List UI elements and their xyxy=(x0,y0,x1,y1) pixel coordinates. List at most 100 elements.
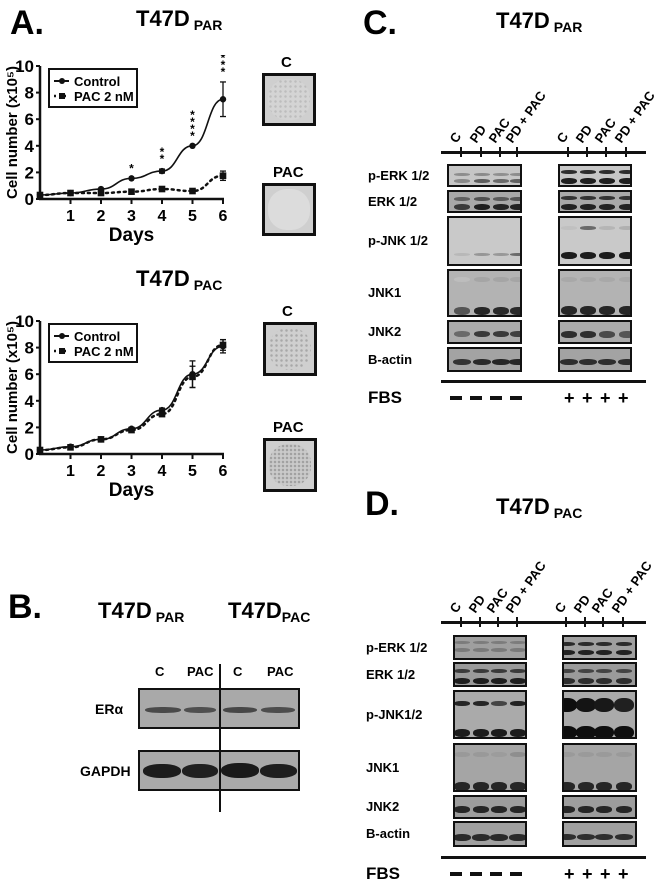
lane-label-panelC-2: PD xyxy=(466,122,490,146)
blot-panelC-row5-serum-free xyxy=(447,320,522,344)
svg-text:Cell number (x10⁵): Cell number (x10⁵) xyxy=(4,321,21,454)
fbs-divider-line xyxy=(441,380,646,383)
row-label-er-alpha: ERα xyxy=(95,701,124,717)
lane-label-panelD-4: PD + PAC xyxy=(502,558,549,616)
lane-label-panelD-7: PAC xyxy=(588,585,617,616)
row-label-jnk1: JNK1 xyxy=(366,759,400,775)
colony-image-pac xyxy=(262,183,316,236)
fbs-label: FBS xyxy=(368,388,402,407)
svg-text:Cell number (x10⁵): Cell number (x10⁵) xyxy=(4,66,21,199)
blot-panelD-row2-serum-free xyxy=(453,662,527,687)
blot-panelD-row5-serum xyxy=(562,795,637,819)
svg-text:8: 8 xyxy=(25,339,34,358)
svg-text:0: 0 xyxy=(25,445,34,464)
fbs-sign-6: + xyxy=(582,864,593,884)
svg-text:*: * xyxy=(221,65,226,79)
lane-label-b-4: PAC xyxy=(267,664,294,679)
svg-text:8: 8 xyxy=(25,84,34,103)
fbs-sign-8: + xyxy=(618,388,629,408)
lane-label-panelC-6: PD xyxy=(572,122,596,146)
svg-text:2: 2 xyxy=(97,463,106,480)
svg-text:Control: Control xyxy=(74,74,120,89)
lane-label-b-2: PAC xyxy=(187,664,214,679)
fbs-sign-4 xyxy=(510,872,522,876)
row-label-erk-1-2: ERK 1/2 xyxy=(368,193,418,209)
svg-text:4: 4 xyxy=(158,463,167,480)
svg-text:6: 6 xyxy=(219,463,228,480)
svg-text:2: 2 xyxy=(25,418,34,437)
blot-panelC-row3-serum-free xyxy=(447,216,522,266)
blot-panelD-row3-serum xyxy=(562,690,637,739)
svg-text:4: 4 xyxy=(158,208,167,225)
blot-divider xyxy=(219,664,221,812)
row-label-p-erk-1-2: p-ERK 1/2 xyxy=(366,639,428,655)
colony-image-control-2 xyxy=(263,322,317,376)
row-label-jnk2: JNK2 xyxy=(366,799,400,814)
fbs-sign-7: + xyxy=(600,864,611,884)
svg-text:*: * xyxy=(190,122,195,136)
fbs-sign-2 xyxy=(470,396,482,400)
row-label-jnk2: JNK2 xyxy=(368,324,402,339)
panel-b-letter: B. xyxy=(8,588,42,626)
colony-label-c: C xyxy=(281,54,292,71)
panel-b-title-par: T47D PAR xyxy=(98,598,185,625)
svg-text:0: 0 xyxy=(25,190,34,209)
fbs-sign-2 xyxy=(470,872,482,876)
blot-panelC-row2-serum-free xyxy=(447,190,522,213)
fbs-sign-5: + xyxy=(564,388,575,408)
colony-label-c-2: C xyxy=(282,303,293,320)
fbs-sign-3 xyxy=(490,396,502,400)
blot-panelD-row6-serum-free xyxy=(453,821,527,847)
svg-text:PAC 2 nM: PAC 2 nM xyxy=(74,89,134,104)
svg-text:Days: Days xyxy=(109,225,154,246)
svg-text:1: 1 xyxy=(66,208,75,225)
svg-text:*: * xyxy=(129,161,134,175)
colony-image-pac-2 xyxy=(263,438,317,492)
lane-label-panelD-5: C xyxy=(551,599,570,616)
panel-d-title: T47D PAC xyxy=(496,494,583,521)
colony-label-pac-2: PAC xyxy=(273,419,304,436)
row-label-jnk1: JNK1 xyxy=(368,285,402,300)
svg-text:6: 6 xyxy=(25,110,34,129)
row-label-gapdh: GAPDH xyxy=(80,763,131,779)
fbs-sign-1 xyxy=(450,872,462,876)
svg-text:*: * xyxy=(190,108,195,122)
fbs-sign-7: + xyxy=(600,388,611,408)
lane-label-panelC-8: PD + PAC xyxy=(611,88,658,146)
row-label-erk-1-2: ERK 1/2 xyxy=(366,666,416,682)
colony-image-control xyxy=(262,73,316,126)
lane-label-panelC-7: PAC xyxy=(591,115,620,146)
svg-text:2: 2 xyxy=(97,208,106,225)
svg-text:6: 6 xyxy=(219,208,228,225)
colony-label-pac: PAC xyxy=(273,164,304,181)
lane-header-line xyxy=(441,151,646,154)
blot-panelC-row1-serum xyxy=(558,164,632,187)
panel-c-letter: C. xyxy=(363,4,397,42)
blot-panelC-row2-serum xyxy=(558,190,632,213)
blot-panelC-row6-serum-free xyxy=(447,347,522,372)
lane-label-b-1: C xyxy=(155,664,165,679)
lane-header-line xyxy=(441,621,646,624)
blot-panelC-row5-serum xyxy=(558,320,632,344)
blot-panelD-row4-serum xyxy=(562,743,637,792)
lane-label-panelC-4: PD + PAC xyxy=(502,88,549,146)
blot-panelC-row4-serum xyxy=(558,269,632,317)
svg-text:*: * xyxy=(190,129,195,143)
svg-text:5: 5 xyxy=(188,208,197,225)
lane-label-panelD-8: PD + PAC xyxy=(608,558,655,616)
svg-text:*: * xyxy=(221,55,226,58)
fbs-label: FBS xyxy=(366,864,400,883)
panel-a-bottom-title: T47D PAC xyxy=(136,266,223,293)
svg-text:4: 4 xyxy=(25,137,35,156)
panel-c-title: T47D PAR xyxy=(496,8,583,35)
svg-text:3: 3 xyxy=(127,208,136,225)
blot-panelC-row4-serum-free xyxy=(447,269,522,317)
svg-text:*: * xyxy=(221,58,226,72)
svg-text:*: * xyxy=(190,115,195,129)
svg-text:3: 3 xyxy=(127,463,136,480)
panel-b-title-pac: T47DPAC xyxy=(228,598,311,625)
blot-panelD-row5-serum-free xyxy=(453,795,527,819)
svg-text:1: 1 xyxy=(66,463,75,480)
